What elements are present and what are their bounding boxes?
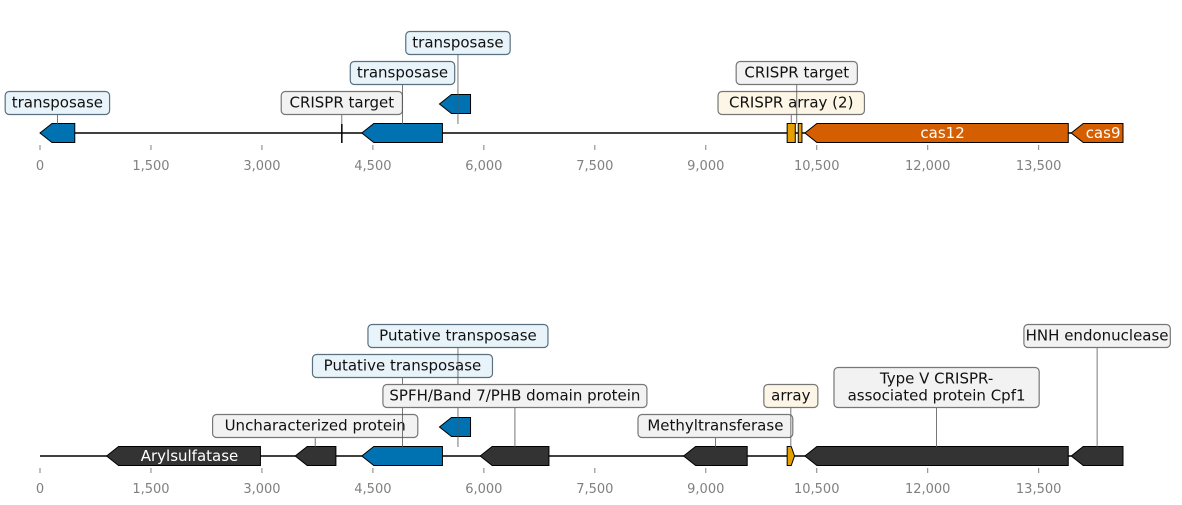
axis-tick-label: 0	[36, 159, 44, 174]
gene-name-label: cas9	[1086, 124, 1121, 142]
annotation-label-text: transposase	[12, 94, 103, 112]
annotation-label-text: Uncharacterized protein	[225, 417, 406, 435]
annotation-label-box	[735, 60, 858, 86]
other-gene-arrow[interactable]	[804, 446, 1069, 466]
annotation-label-text: transposase	[412, 34, 503, 52]
annotation-label-text: array	[771, 387, 810, 405]
transposase-gene-arrow[interactable]	[438, 94, 472, 114]
annotation-label-text: CRISPR array (2)	[729, 94, 853, 112]
annotation-label-box	[833, 366, 1040, 409]
axis-tick-label: 9,000	[687, 159, 724, 174]
axis-tick-label: 3,000	[243, 159, 280, 174]
transposase-gene-arrow[interactable]	[39, 123, 76, 143]
transposase-gene-arrow[interactable]	[438, 417, 472, 437]
annotation-label-text: transposase	[357, 64, 448, 82]
transposase-gene-arrow[interactable]	[360, 123, 443, 143]
annotation-label-text: CRISPR target	[744, 64, 849, 82]
axis-tick-label: 4,500	[354, 159, 391, 174]
annotation-label-text: Putative transposase	[379, 327, 537, 345]
axis-tick-label: 3,000	[243, 482, 280, 497]
other-gene-arrow[interactable]	[682, 446, 748, 466]
axis-tick-label: 10,500	[794, 159, 840, 174]
gene-name-label: Arylsulfatase	[141, 447, 239, 465]
axis-tick-label: 6,000	[465, 482, 502, 497]
axis-tick-label: 12,000	[905, 482, 951, 497]
other-gene-arrow[interactable]	[479, 446, 550, 466]
track-top: 0 1,500 3,000 4,500 6,000 7,500 9,000 10,500 12,…	[4, 30, 1124, 174]
axis-tick-label: 12,000	[905, 159, 951, 174]
annotation-label-box	[4, 90, 111, 116]
axis-tick-label: 7,500	[576, 159, 613, 174]
transposase-gene-arrow[interactable]	[360, 446, 443, 466]
annotation-label-box	[1023, 323, 1171, 349]
axis-tick-label: 1,500	[132, 482, 169, 497]
cas-gene-arrow[interactable]	[804, 123, 1069, 143]
axis-tick-label: 4,500	[354, 482, 391, 497]
gene-name-label: cas12	[920, 124, 964, 142]
axis-tick-label: 7,500	[576, 482, 613, 497]
annotation-label-box	[349, 60, 456, 86]
cas-gene-arrow[interactable]	[1070, 123, 1124, 143]
other-gene-arrow[interactable]	[105, 446, 261, 466]
array-gene-arrow[interactable]	[786, 123, 796, 143]
axis-tick-label: 13,500	[1016, 159, 1062, 174]
annotation-label-text: SPFH/Band 7/PHB domain protein	[389, 387, 640, 405]
annotation-label-text: HNH endonuclease	[1026, 327, 1169, 345]
annotation-label-box	[717, 90, 866, 116]
annotation-label-text: Type V CRISPR-associated protein Cpf1	[848, 370, 1026, 405]
other-gene-arrow[interactable]	[1070, 446, 1124, 466]
axis-tick-label: 0	[36, 482, 44, 497]
axis-tick-label: 9,000	[687, 482, 724, 497]
array-gene-arrow[interactable]	[797, 123, 803, 143]
annotation-label-box	[311, 353, 494, 379]
annotation-label-text: Methyltransferase	[647, 417, 783, 435]
other-gene-arrow[interactable]	[294, 446, 337, 466]
axis-tick-label: 13,500	[1016, 482, 1062, 497]
annotation-label-box	[763, 383, 819, 409]
axis-tick-label: 6,000	[465, 159, 502, 174]
axis-tick-label: 10,500	[794, 482, 840, 497]
annotation-label-box	[637, 413, 794, 439]
annotation-label-box	[367, 323, 549, 349]
annotation-label-box	[382, 383, 648, 409]
annotation-label-box	[211, 413, 419, 439]
track-bottom: 0 1,500 3,000 4,500 6,000 7,500 9,000 10,500 12,…	[36, 323, 1171, 497]
annotation-label-text: Putative transposase	[324, 357, 482, 375]
annotation-label-text: CRISPR target	[289, 94, 394, 112]
axis-tick-label: 1,500	[132, 159, 169, 174]
array-gene-arrow[interactable]	[786, 446, 796, 466]
annotation-label-box	[405, 30, 511, 56]
